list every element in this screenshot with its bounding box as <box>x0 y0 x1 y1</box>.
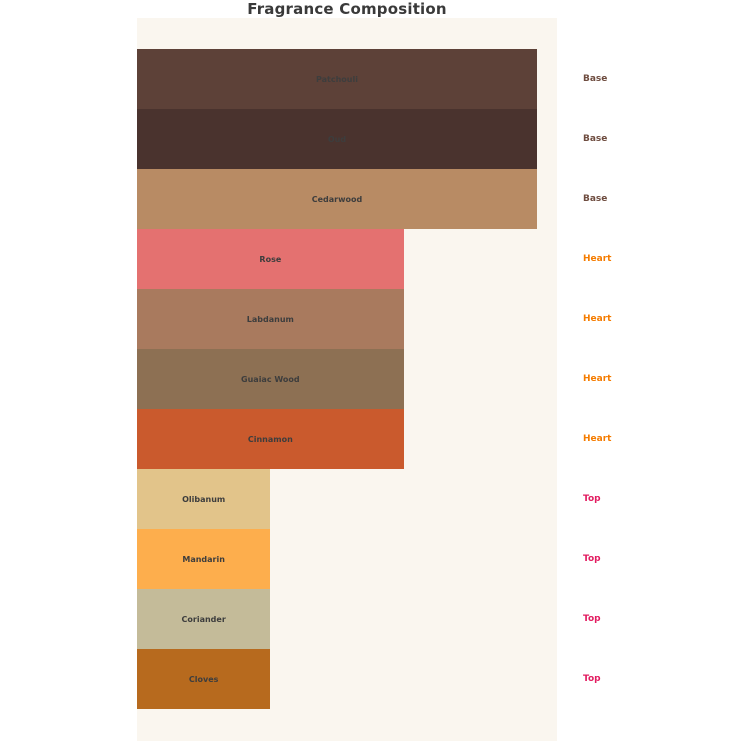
bar-mandarin: Mandarin <box>137 529 271 589</box>
category-label-patchouli: Base <box>583 74 608 84</box>
category-label-rose: Heart <box>583 254 612 264</box>
bar-label-rose: Rose <box>259 254 282 264</box>
bar-label-cloves: Cloves <box>188 674 219 684</box>
bar-label-guaiac-wood: Guaiac Wood <box>241 374 300 384</box>
category-label-olibanum: Top <box>583 494 601 504</box>
bar-oud: Oud <box>137 109 537 169</box>
bar-label-coriander: Coriander <box>181 614 226 624</box>
bar-label-labdanum: Labdanum <box>246 314 294 324</box>
bar-cloves: Cloves <box>137 649 271 709</box>
category-label-mandarin: Top <box>583 554 601 564</box>
bars-container: Patchouli Oud Cedarwood Rose Labdanum Guaiac … <box>137 49 557 709</box>
bar-coriander: Coriander <box>137 589 271 649</box>
bar-cinnamon: Cinnamon <box>137 409 404 469</box>
bar-label-oud: Oud <box>327 134 347 144</box>
bar-label-cinnamon: Cinnamon <box>247 434 293 444</box>
bar-label-patchouli: Patchouli <box>316 74 358 84</box>
bar-labdanum: Labdanum <box>137 289 404 349</box>
bar-cedarwood: Cedarwood <box>137 169 537 229</box>
category-labels-column: Base Base Base Heart Heart Heart Heart Top Top To… <box>583 49 703 709</box>
category-label-oud: Base <box>583 134 608 144</box>
bar-label-mandarin: Mandarin <box>182 554 225 564</box>
bar-rose: Rose <box>137 229 404 289</box>
category-label-labdanum: Heart <box>583 314 612 324</box>
bar-guaiac-wood: Guaiac Wood <box>137 349 404 409</box>
bar-olibanum: Olibanum <box>137 469 271 529</box>
category-label-cedarwood: Base <box>583 194 608 204</box>
chart-title: Fragrance Composition <box>247 0 447 18</box>
bar-label-cedarwood: Cedarwood <box>311 194 363 204</box>
bar-label-olibanum: Olibanum <box>182 494 226 504</box>
category-label-cinnamon: Heart <box>583 434 612 444</box>
category-label-coriander: Top <box>583 614 601 624</box>
category-label-cloves: Top <box>583 674 601 684</box>
category-label-guaiac-wood: Heart <box>583 374 612 384</box>
bar-patchouli: Patchouli <box>137 49 537 109</box>
